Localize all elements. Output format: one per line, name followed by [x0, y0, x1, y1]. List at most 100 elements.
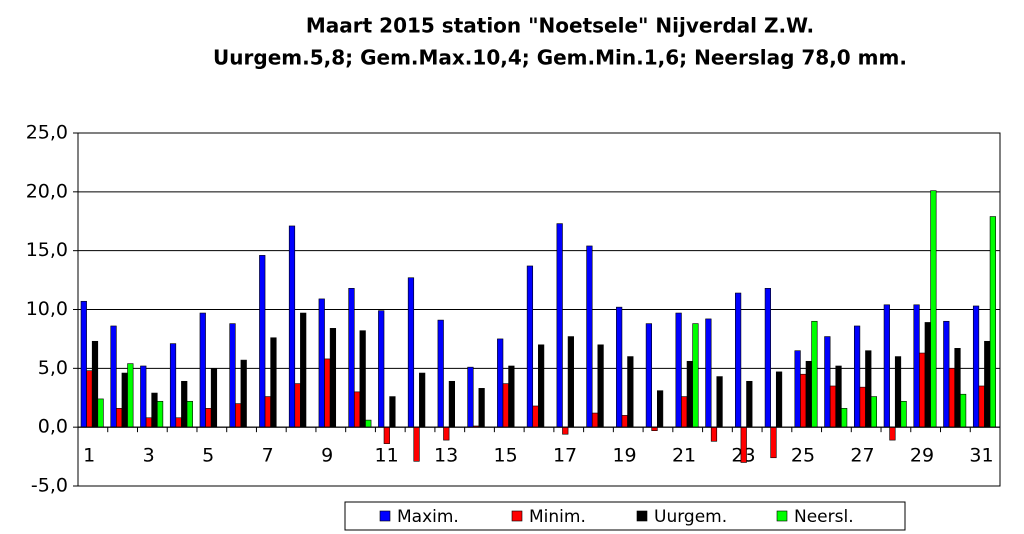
bar: [913, 304, 920, 428]
bar: [86, 370, 93, 428]
bar: [318, 298, 325, 428]
x-tick-label: 5: [202, 445, 214, 467]
y-tick-label: 10,0: [26, 298, 68, 320]
legend-swatch: [379, 510, 391, 522]
legend-label: Uurgem.: [654, 507, 727, 527]
bar: [989, 216, 996, 428]
bar: [710, 426, 718, 442]
y-tick-label: 0,0: [38, 416, 68, 438]
bar: [353, 391, 361, 428]
bar: [365, 419, 372, 428]
bar: [645, 323, 652, 428]
bar: [97, 398, 104, 428]
bar: [616, 306, 623, 428]
bar: [497, 338, 504, 428]
y-tick-label: 20,0: [26, 180, 68, 202]
bar: [300, 312, 307, 428]
bar: [127, 363, 134, 428]
bar: [764, 288, 771, 428]
bar: [443, 426, 450, 441]
bar: [467, 366, 474, 428]
bar: [538, 344, 545, 428]
bar: [870, 396, 877, 428]
bar: [407, 277, 415, 428]
bar: [627, 356, 634, 428]
bar: [229, 323, 236, 428]
legend-label: Maxim.: [397, 507, 459, 527]
bar: [121, 372, 128, 428]
y-tick-label: 5,0: [38, 357, 68, 379]
bar: [294, 383, 301, 428]
x-tick-label: 27: [850, 445, 874, 467]
bar: [775, 371, 783, 428]
bar: [502, 383, 509, 428]
bar: [746, 380, 753, 428]
x-tick-label: 29: [910, 445, 934, 467]
bar: [656, 390, 664, 428]
bar: [805, 360, 812, 428]
bar: [829, 385, 837, 428]
legend-label: Minim.: [529, 507, 586, 527]
bar: [448, 380, 456, 428]
legend-box: [344, 501, 906, 531]
x-tick-label: 17: [553, 445, 577, 467]
bar: [705, 318, 712, 428]
bar: [930, 190, 937, 428]
bar: [389, 396, 396, 428]
bar: [562, 426, 569, 435]
x-tick-label: 21: [672, 445, 696, 467]
bar: [924, 322, 931, 428]
bar: [900, 400, 907, 428]
bar: [478, 388, 485, 428]
bar: [175, 417, 182, 428]
bar: [348, 288, 355, 428]
bar: [811, 320, 818, 428]
bar: [378, 310, 385, 428]
bar: [140, 365, 147, 428]
x-tick-label: 13: [434, 445, 458, 467]
y-tick-label: 25,0: [26, 122, 68, 144]
legend-swatch: [776, 510, 788, 522]
y-tick-label: -5,0: [31, 475, 68, 497]
x-tick-label: 7: [262, 445, 274, 467]
bar: [972, 305, 980, 428]
bar: [181, 380, 188, 428]
bar: [960, 393, 967, 428]
bar: [883, 304, 890, 428]
bar: [156, 400, 164, 428]
bar: [151, 392, 158, 428]
bar: [889, 426, 896, 441]
bar: [80, 300, 87, 428]
bar: [943, 320, 950, 428]
bar: [853, 325, 861, 428]
bar: [413, 426, 420, 462]
bar: [681, 396, 688, 428]
bar: [824, 336, 831, 428]
bar: [532, 405, 539, 428]
bar: [735, 292, 742, 428]
bar: [270, 337, 277, 428]
bar: [526, 265, 534, 428]
bar: [794, 350, 801, 428]
bar: [621, 415, 628, 428]
bar: [894, 356, 902, 428]
bar: [110, 325, 117, 428]
legend-label: Neersl.: [794, 507, 854, 527]
bar: [675, 312, 682, 428]
x-tick-label: 11: [375, 445, 399, 467]
bar: [205, 408, 212, 428]
bar: [437, 319, 444, 428]
bar: [235, 403, 242, 428]
x-tick-label: 15: [493, 445, 517, 467]
bar: [770, 426, 777, 459]
legend-swatch: [636, 510, 648, 522]
bar: [859, 386, 866, 428]
bar: [948, 368, 956, 428]
bar: [169, 343, 177, 428]
bar: [508, 365, 515, 428]
bar: [186, 400, 193, 428]
bar: [419, 372, 426, 428]
bar: [91, 340, 99, 428]
bar: [591, 412, 599, 428]
